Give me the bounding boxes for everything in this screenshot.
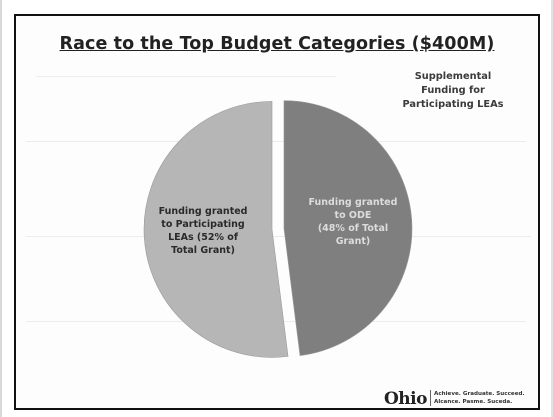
pie-slices: Funding granted to Participating LEAs (52%… bbox=[143, 100, 413, 358]
ohio-logo: Ohio bbox=[384, 389, 427, 409]
scan-line bbox=[36, 76, 336, 77]
scan-line bbox=[26, 236, 531, 237]
pie-slice-2 bbox=[283, 100, 413, 356]
scan-line bbox=[26, 141, 526, 142]
pie-slice-label-2: Funding granted to ODE (48% of Total Grant) bbox=[309, 197, 398, 247]
pie-slice-label-1: Funding granted to Participating LEAs (52%… bbox=[159, 206, 248, 256]
chart-title: Race to the Top Budget Categories ($400M… bbox=[59, 34, 495, 54]
footer-separator bbox=[430, 390, 431, 406]
supplemental-funding-callout: Supplemental Funding for Participating L… bbox=[402, 71, 504, 110]
slide: Race to the Top Budget Categories ($400M… bbox=[14, 14, 540, 410]
pie-slice-1 bbox=[143, 101, 289, 358]
footer-tagline: Achieve. Graduate. Succeed. Alcance. Pas… bbox=[434, 391, 525, 405]
pie-chart: Funding granted to Participating LEAs (52%… bbox=[143, 100, 413, 358]
